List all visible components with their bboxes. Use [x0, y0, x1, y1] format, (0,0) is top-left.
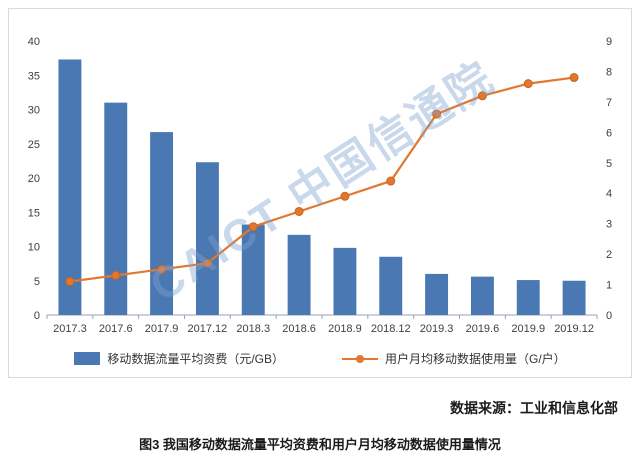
bar-series-label: 移动数据流量平均资费（元/GB）	[107, 352, 284, 366]
svg-text:35: 35	[28, 70, 40, 82]
svg-text:0: 0	[34, 310, 40, 322]
svg-text:2019.6: 2019.6	[466, 323, 500, 335]
svg-text:6: 6	[606, 127, 612, 139]
bar-series-swatch	[74, 352, 101, 365]
svg-text:10: 10	[28, 242, 40, 254]
svg-text:2019.12: 2019.12	[554, 323, 594, 335]
svg-text:4: 4	[606, 188, 612, 200]
svg-text:2: 2	[606, 249, 612, 261]
svg-text:5: 5	[34, 276, 40, 288]
svg-text:2019.3: 2019.3	[420, 323, 454, 335]
svg-text:2018.3: 2018.3	[236, 323, 270, 335]
svg-text:0: 0	[606, 310, 612, 322]
line-series-label: 用户月均移动数据使用量（G/户）	[385, 352, 566, 366]
svg-text:2019.9: 2019.9	[511, 323, 545, 335]
svg-text:5: 5	[606, 158, 612, 170]
svg-text:2017.9: 2017.9	[145, 323, 179, 335]
figure-caption: 图3 我国移动数据流量平均资费和用户月均移动数据使用量情况	[139, 437, 501, 452]
svg-text:20: 20	[28, 173, 40, 185]
legend: 移动数据流量平均资费（元/GB） 用户月均移动数据使用量（G/户）	[9, 350, 631, 367]
line-swatch-dot	[356, 354, 364, 363]
svg-text:7: 7	[606, 97, 612, 109]
data-source: 数据来源：工业和信息化部	[450, 400, 618, 416]
svg-text:2017.3: 2017.3	[53, 323, 87, 335]
svg-text:2017.12: 2017.12	[188, 323, 228, 335]
svg-text:2018.9: 2018.9	[328, 323, 362, 335]
svg-text:8: 8	[606, 66, 612, 78]
svg-text:40: 40	[28, 36, 40, 48]
svg-text:15: 15	[28, 207, 40, 219]
svg-text:3: 3	[606, 219, 612, 231]
legend-item-line: 用户月均移动数据使用量（G/户）	[342, 350, 566, 367]
line-series-swatch	[342, 352, 378, 365]
svg-text:2018.12: 2018.12	[371, 323, 411, 335]
chart-canvas: 0 5 10 15 20 25 30 35 40 0 1 2 3 4 5 6 7 8 9 2017.3 2017.6 20…	[28, 36, 612, 335]
svg-text:2018.6: 2018.6	[282, 323, 316, 335]
svg-text:1: 1	[606, 280, 612, 292]
svg-text:30: 30	[28, 105, 40, 117]
svg-text:25: 25	[28, 139, 40, 151]
legend-item-bar: 移动数据流量平均资费（元/GB）	[74, 350, 284, 367]
svg-text:2017.6: 2017.6	[99, 323, 133, 335]
svg-text:9: 9	[606, 36, 612, 48]
chart-area: 0 5 10 15 20 25 30 35 40 0 1 2 3 4 5 6 7 8 9 2017.3 2017.6 20…	[8, 8, 632, 378]
